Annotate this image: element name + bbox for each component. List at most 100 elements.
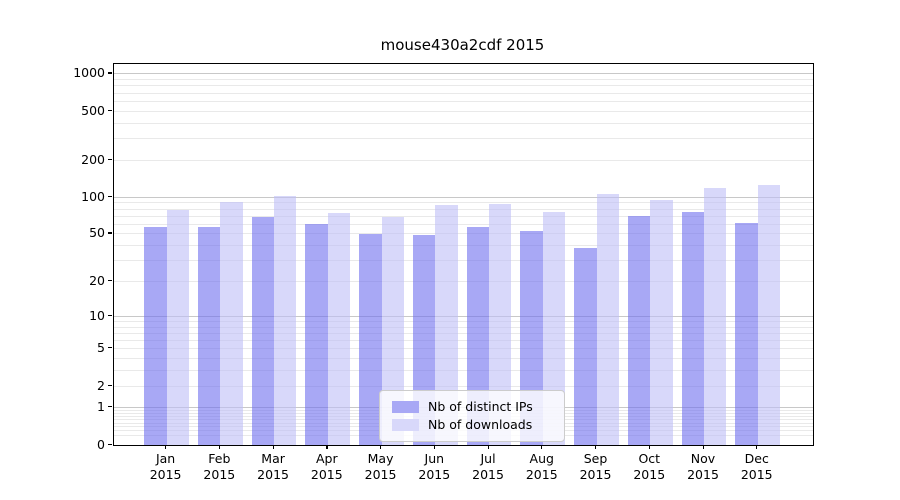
x-tick-year: 2015 — [203, 467, 236, 482]
legend: Nb of distinct IPs Nb of downloads — [379, 390, 565, 442]
y-axis-tick — [108, 195, 112, 197]
gridline-minor — [114, 138, 813, 140]
x-axis-tick — [433, 445, 435, 449]
x-tick-month: Nov — [690, 451, 716, 466]
gridline-minor — [114, 215, 813, 217]
bar-distinct-ips — [359, 233, 382, 445]
x-axis-tick-label: Jun 2015 — [406, 451, 462, 483]
plot-area: Nb of distinct IPs Nb of downloads — [113, 63, 814, 446]
y-axis-tick-label: 200 — [81, 151, 105, 167]
x-axis-tick-label: Aug 2015 — [514, 451, 570, 483]
gridline-minor — [114, 245, 813, 247]
y-axis-tick-label: 10 — [89, 307, 105, 323]
gridline-minor — [114, 340, 813, 341]
bar-downloads — [274, 196, 297, 445]
x-tick-year: 2015 — [418, 467, 451, 482]
bar-downloads — [489, 203, 512, 445]
legend-swatch-downloads — [392, 419, 419, 431]
x-axis-tick-label: Sep 2015 — [568, 451, 624, 483]
gridline-major — [114, 73, 813, 75]
bar-downloads — [704, 188, 727, 445]
gridline-minor — [114, 92, 813, 94]
x-tick-month: Mar — [261, 451, 285, 466]
gridline-minor — [114, 110, 813, 112]
bar-downloads — [757, 184, 781, 445]
x-tick-month: Jan — [155, 451, 176, 466]
legend-entry-downloads: Nb of downloads — [380, 418, 564, 432]
legend-label-downloads: Nb of downloads — [428, 417, 533, 432]
x-tick-year: 2015 — [149, 467, 182, 482]
gridline-minor — [114, 202, 813, 204]
x-tick-year: 2015 — [310, 467, 343, 482]
gridline-minor — [114, 260, 813, 262]
bar-downloads — [381, 216, 404, 445]
x-tick-year: 2015 — [364, 467, 397, 482]
bar-downloads — [650, 200, 673, 445]
y-axis-tick-label: 500 — [81, 102, 105, 118]
bar-distinct-ips — [627, 216, 651, 445]
y-axis-tick — [108, 314, 112, 316]
gridline-minor — [114, 281, 813, 282]
gridline-minor — [114, 358, 813, 360]
y-axis-tick-label: 1000 — [73, 65, 105, 81]
x-axis-tick — [595, 445, 597, 449]
x-axis-tick-label: Oct 2015 — [621, 451, 677, 483]
x-tick-month: Feb — [208, 451, 231, 466]
x-tick-year: 2015 — [633, 467, 666, 482]
y-axis-tick — [108, 347, 112, 349]
bar-downloads — [166, 209, 189, 445]
x-tick-year: 2015 — [687, 467, 719, 482]
bar-downloads — [327, 213, 351, 445]
x-axis-tick — [380, 445, 382, 449]
gridline-minor — [114, 79, 813, 81]
chart-title: mouse430a2cdf 2015 — [380, 36, 545, 54]
gridline-minor — [114, 233, 813, 235]
gridline-minor — [114, 122, 813, 124]
bar-distinct-ips — [574, 248, 597, 445]
x-axis-tick — [326, 445, 328, 449]
gridline-minor — [114, 385, 813, 387]
x-axis-tick — [487, 445, 489, 449]
y-axis-tick — [108, 232, 112, 234]
bar-downloads — [435, 204, 458, 445]
x-axis-tick — [702, 445, 704, 449]
x-axis-tick-label: Feb 2015 — [191, 451, 247, 483]
gridline-minor — [114, 208, 813, 210]
gridline-minor — [114, 100, 813, 102]
legend-entry-distinct-ips: Nb of distinct IPs — [380, 400, 564, 414]
gridline-minor — [114, 159, 813, 161]
bar-downloads — [542, 211, 566, 445]
y-axis-tick-label: 20 — [89, 273, 105, 288]
x-tick-month: Jun — [424, 451, 445, 466]
x-tick-month: May — [367, 451, 394, 466]
x-tick-year: 2015 — [257, 467, 289, 482]
y-axis-tick-label: 5 — [97, 340, 105, 356]
legend-swatch-distinct-ips — [392, 401, 419, 413]
y-axis-tick-label: 1 — [97, 399, 105, 415]
gridline-minor — [114, 320, 813, 322]
gridline-minor — [114, 348, 813, 350]
bar-distinct-ips — [681, 212, 704, 445]
gridline-minor — [114, 326, 813, 328]
x-tick-month: Apr — [316, 451, 338, 466]
x-tick-year: 2015 — [525, 467, 558, 482]
gridline-major — [114, 196, 813, 198]
x-axis-tick-label: Mar 2015 — [245, 451, 301, 483]
x-axis-tick-label: Apr 2015 — [299, 451, 355, 483]
legend-label-distinct-ips: Nb of distinct IPs — [428, 399, 533, 414]
x-axis-tick — [541, 445, 543, 449]
bar-distinct-ips — [144, 226, 167, 445]
y-axis-tick — [108, 443, 112, 445]
x-tick-year: 2015 — [579, 467, 612, 482]
x-axis-tick-label: May 2015 — [353, 451, 409, 483]
y-axis-tick-label: 100 — [81, 188, 105, 204]
x-tick-month: Oct — [638, 451, 661, 466]
x-tick-year: 2015 — [740, 467, 773, 482]
y-axis-tick — [108, 406, 112, 408]
x-tick-month: Sep — [583, 451, 608, 466]
x-tick-month: Jul — [480, 451, 496, 466]
gridline-minor — [114, 332, 813, 334]
x-axis-tick-label: Nov 2015 — [675, 451, 731, 483]
gridline-minor — [114, 370, 813, 372]
y-axis-tick-label: 50 — [89, 225, 105, 241]
